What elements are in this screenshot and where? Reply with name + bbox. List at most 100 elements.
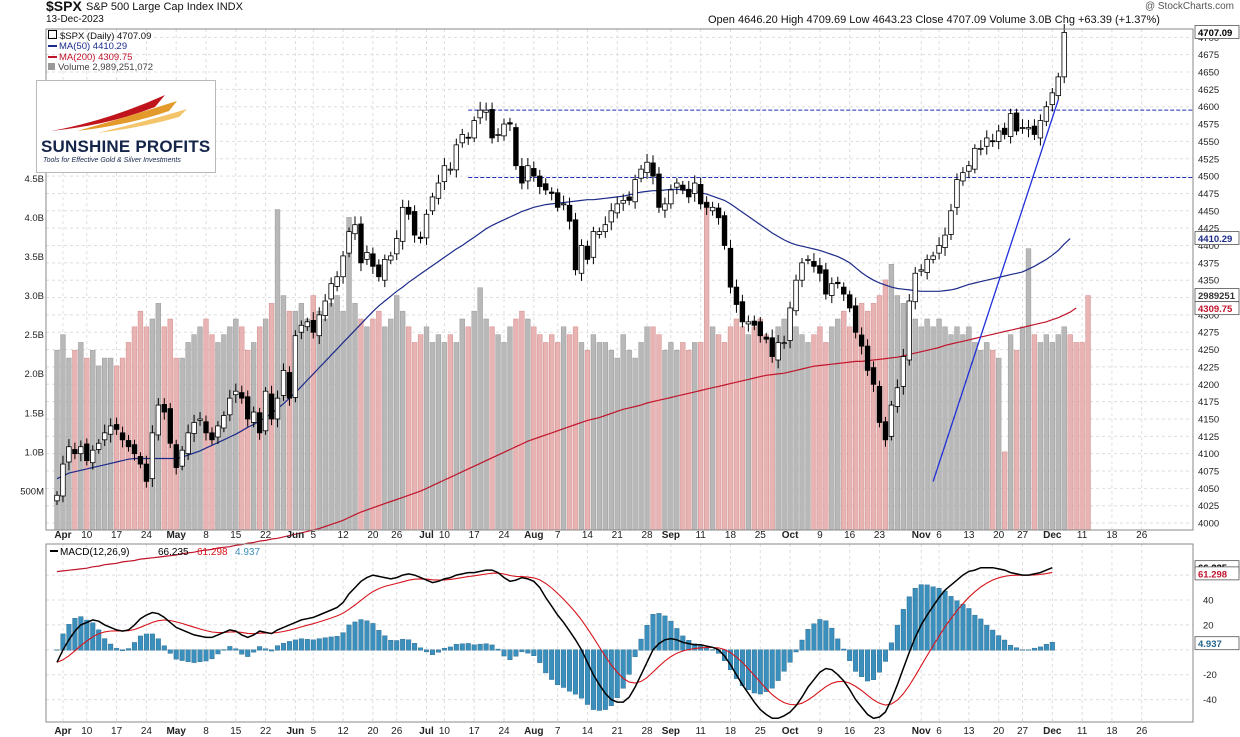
volume-bar [394,295,400,531]
candle-body [161,404,167,413]
x-tick-label: 18 [725,530,737,541]
volume-bar [590,334,597,531]
candle-body [394,238,400,255]
candle-body [787,307,793,341]
x-tick-label: 10 [439,530,451,541]
volume-bar [429,342,436,531]
y-tick-label: 4225 [1198,362,1219,373]
candle-body [978,147,984,150]
x-tick-label: 20 [367,726,379,737]
volume-bar [1073,342,1079,531]
x-tick-label: 27 [1017,726,1029,737]
volume-bar [1049,342,1055,531]
macd-histogram-bar [584,649,590,705]
candle-body [489,109,495,139]
candle-body [662,203,668,211]
macd-histogram-bar [477,643,483,651]
macd-histogram-bar [662,615,668,651]
candle-body [841,286,847,295]
macd-histogram-bar [900,609,906,651]
chart-symbol: $SPX [46,0,82,14]
legend-ma200-label: MA(200) 4309.75 [59,52,133,63]
volume-bar [942,326,948,531]
volume-bar [805,342,811,531]
candle-body [203,421,209,434]
volume-bar [930,326,936,531]
macd-histogram-bar [280,643,286,651]
volume-bar [972,342,978,531]
macd-histogram-bar [847,649,853,662]
volume-tick-label: 2.5B [24,330,44,341]
volume-bar [322,318,328,531]
macd-histogram-bar [561,649,567,688]
candle-body [769,337,775,357]
volume-tick-label: 1.5B [24,408,44,419]
x-tick-label: Nov [912,530,931,541]
macd-histogram-bar [310,639,316,651]
candle-body [119,432,126,441]
candle-body [167,408,173,444]
x-tick-label: 17 [111,530,123,541]
macd-histogram-bar [727,649,733,670]
candle-body [560,203,567,206]
candle-body [501,123,507,137]
macd-histogram-bar [78,616,84,651]
x-tick-label: Jul [419,726,434,737]
macd-histogram-bar [769,649,775,689]
volume-bar [870,303,877,531]
volume-bar [1043,334,1050,531]
y-tick-label: 4525 [1198,154,1219,165]
volume-bar [1037,342,1044,531]
volume-bar [233,318,239,531]
volume-bar [525,318,531,531]
macd-histogram-bar [555,649,561,686]
macd-histogram-bar [936,587,942,651]
macd-histogram-bar [966,608,972,651]
volume-bar [638,342,644,531]
candle-body [596,231,603,235]
volume-bar [519,310,525,531]
volume-bar [251,342,257,531]
candle-body [459,134,465,144]
volume-bar [280,295,287,531]
x-tick-label: Aug [524,726,543,737]
candle-body [995,130,1002,142]
candle-body [548,191,555,194]
x-tick-label: 12 [338,726,350,737]
candle-body [739,301,746,323]
candle-body [805,258,811,261]
y-tick-label: 4075 [1198,467,1219,478]
macd-histogram-bar [960,603,966,651]
candle-body [888,404,895,437]
candle-body [465,136,471,139]
macd-histogram-bar [304,639,310,651]
macd-histogram-bar [120,649,126,651]
candle-body [727,247,734,288]
x-tick-label: Jun [287,530,305,541]
volume-bar [900,303,906,531]
volume-bar [763,334,769,531]
candle-body [286,372,293,399]
x-tick-label: 16 [844,726,856,737]
candle-body [614,203,620,214]
volume-bar [602,342,608,531]
candle-body [304,321,311,328]
ma50-tag-box [1194,231,1240,245]
macd-histogram-bar [108,643,114,651]
x-tick-label: 8 [203,530,209,541]
volume-bar [143,326,150,531]
macd-histogram-bar [531,649,537,656]
candle-body [268,393,275,420]
macd-histogram-bar [376,630,382,651]
volume-bar [441,342,448,531]
candle-body [835,281,841,285]
volume-bar [1013,349,1020,531]
volume-bar [894,295,901,531]
volume-bar [465,326,471,531]
y-tick-label: 4400 [1198,241,1219,252]
candle-body [1055,76,1061,97]
volume-bar [960,334,966,531]
candle-body [1037,120,1044,139]
volume-bar [996,357,1002,531]
